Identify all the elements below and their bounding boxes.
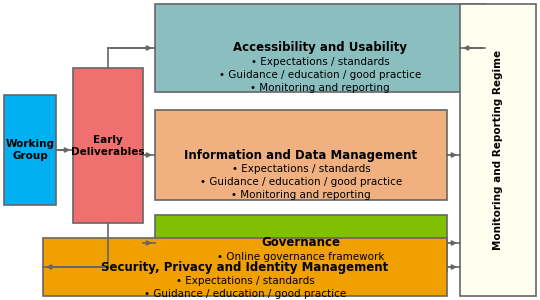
FancyBboxPatch shape xyxy=(155,4,485,92)
Text: Working
Group: Working Group xyxy=(5,139,55,161)
Text: • Guidance / education / good practice: • Guidance / education / good practice xyxy=(144,289,346,299)
Text: Early
Deliverables: Early Deliverables xyxy=(71,135,145,157)
FancyBboxPatch shape xyxy=(4,95,56,205)
FancyBboxPatch shape xyxy=(43,238,447,296)
Text: Monitoring and Reporting Regime: Monitoring and Reporting Regime xyxy=(493,50,503,250)
Text: • Online governance framework: • Online governance framework xyxy=(217,252,385,262)
FancyBboxPatch shape xyxy=(460,4,536,296)
Text: • Expectations / standards: • Expectations / standards xyxy=(176,276,314,286)
Text: Accessibility and Usability: Accessibility and Usability xyxy=(233,41,407,55)
Text: • Guidance / education / good practice: • Guidance / education / good practice xyxy=(200,177,402,187)
FancyBboxPatch shape xyxy=(155,215,447,271)
FancyBboxPatch shape xyxy=(155,110,447,200)
Text: • Expectations / standards: • Expectations / standards xyxy=(232,164,370,174)
FancyBboxPatch shape xyxy=(73,68,143,223)
Text: Security, Privacy and Identity Management: Security, Privacy and Identity Managemen… xyxy=(102,260,389,274)
Text: • Expectations / standards: • Expectations / standards xyxy=(251,57,389,67)
Text: Information and Data Management: Information and Data Management xyxy=(185,148,417,161)
Text: Governance: Governance xyxy=(261,236,341,250)
Text: • Monitoring and reporting: • Monitoring and reporting xyxy=(231,190,371,200)
Text: • Monitoring and reporting: • Monitoring and reporting xyxy=(250,83,390,93)
Text: • Guidance / education / good practice: • Guidance / education / good practice xyxy=(219,70,421,80)
